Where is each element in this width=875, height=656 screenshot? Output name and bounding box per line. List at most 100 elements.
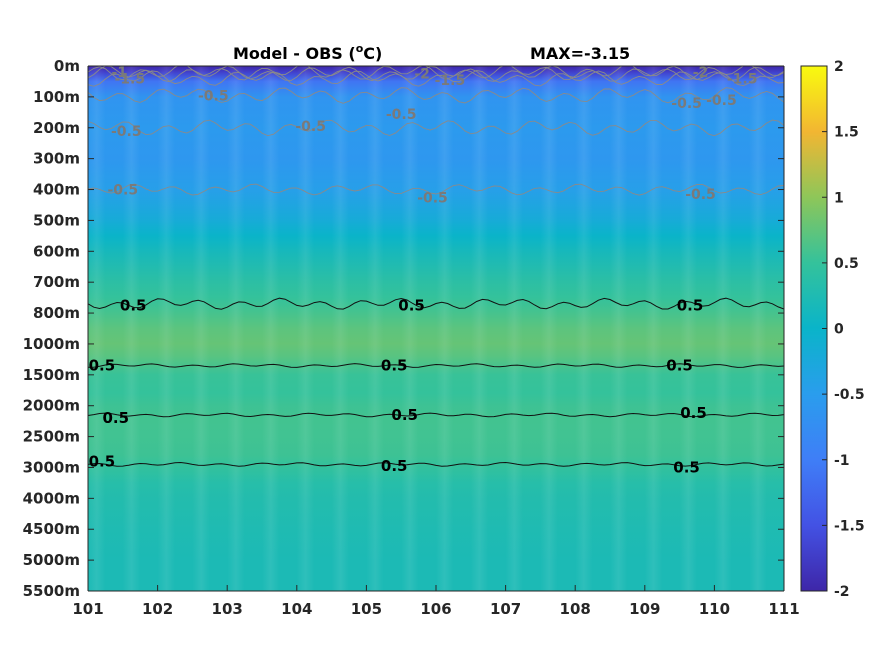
contour-label: 0.5: [103, 409, 130, 427]
x-tick-label: 101: [72, 600, 103, 618]
longitude-band: [575, 66, 593, 591]
contour-label: -2: [693, 65, 709, 81]
y-tick-label: 5000m: [23, 551, 80, 569]
contour-label: -0.5: [706, 93, 737, 109]
contour-label: 0.5: [677, 296, 704, 314]
contour-line: [88, 297, 784, 310]
y-tick-label: 400m: [33, 181, 80, 199]
contour-label: -0.5: [295, 119, 326, 135]
contour-label: -1: [112, 65, 128, 81]
y-tick-label: 200m: [33, 119, 80, 137]
y-tick-label: 2500m: [23, 428, 80, 446]
contour-label: 0.5: [666, 357, 693, 375]
x-tick-label: 106: [420, 600, 451, 618]
contour-line: [88, 461, 784, 467]
chart-title: Model - OBS (oC): [233, 42, 382, 63]
plot-area: [88, 66, 784, 591]
contour-label: -1.5: [435, 73, 466, 89]
contour-label: -0.5: [685, 187, 716, 203]
colorbar-tick-label: 1.5: [834, 125, 859, 141]
contour-label: -1.5: [114, 71, 145, 87]
y-tick-label: 4000m: [23, 489, 80, 507]
contour-label: 0.5: [381, 357, 408, 375]
colorbar-tick-label: -1: [834, 453, 850, 469]
y-tick-label: 600m: [33, 242, 80, 260]
contour-labels: 0.5 0.5 0.5 0.5 0.5 0.5 0.5 0.5 0.5 0.5 0.5 0.5 -0.5…: [89, 65, 758, 476]
longitude-band: [122, 66, 141, 591]
x-tick-label: 111: [768, 600, 799, 618]
contour-lines: [88, 66, 784, 467]
colorbar-ticks: 2 1.5 1 0.5 0 -0.5 -1 -1.5 -2: [822, 59, 865, 600]
longitude-band: [505, 66, 523, 591]
colorbar-tick-label: -1.5: [834, 518, 865, 534]
longitude-band: [227, 66, 245, 591]
y-tick-label: 4500m: [23, 520, 80, 538]
longitude-band: [644, 66, 663, 591]
y-tick-label: 300m: [33, 150, 80, 168]
longitude-band: [366, 66, 384, 591]
x-tick-label: 104: [281, 600, 312, 618]
contour-label: -2: [414, 67, 430, 83]
contour-line: [88, 412, 784, 418]
contour-line: [88, 119, 784, 137]
contour-line: [88, 363, 784, 368]
colorbar: 2 1.5 1 0.5 0 -0.5 -1 -1.5 -2: [800, 59, 865, 600]
colorbar-tick-label: -0.5: [834, 387, 865, 403]
contour-line: [88, 66, 784, 81]
contour-label: -0.5: [386, 107, 417, 123]
longitude-bands: [88, 66, 767, 591]
longitude-band: [331, 66, 349, 591]
y-tick-label: 5500m: [23, 582, 80, 600]
contour-label: 0.5: [391, 406, 418, 424]
y-tick-label: 800m: [33, 304, 80, 322]
contour-label: 0.5: [680, 404, 707, 422]
x-tick-label: 110: [699, 600, 730, 618]
contour-label: -0.5: [198, 88, 229, 104]
y-tick-label: 500m: [33, 211, 80, 229]
contour-label: 0.5: [381, 457, 408, 475]
longitude-band: [610, 66, 628, 591]
y-tick-label: 1000m: [23, 335, 80, 353]
y-tick-label: 2000m: [23, 397, 80, 415]
x-tick-label: 107: [490, 600, 521, 618]
longitude-band: [192, 66, 210, 591]
longitude-band: [262, 66, 280, 591]
colorbar-tick-label: 0.5: [834, 256, 859, 272]
contour-label: 0.5: [89, 452, 116, 470]
contour-label: -0.5: [111, 124, 142, 140]
y-tick-label: 1500m: [23, 366, 80, 384]
contour-label: -0.5: [417, 190, 448, 206]
x-axis: 101 102 103 104 105 106 107 108 109 110 111: [72, 65, 800, 618]
longitude-band: [679, 66, 697, 591]
x-tick-label: 102: [142, 600, 173, 618]
longitude-band: [540, 66, 558, 591]
max-label: MAX=-3.15: [530, 44, 630, 63]
longitude-band: [88, 66, 106, 591]
contour-label: 0.5: [120, 296, 147, 314]
contour-label: 0.5: [89, 357, 116, 375]
contour-line: [88, 70, 784, 87]
x-tick-label: 109: [629, 600, 660, 618]
longitude-band: [296, 66, 315, 591]
longitude-band: [436, 66, 454, 591]
colorbar-tick-label: 1: [834, 190, 844, 206]
longitude-band: [470, 66, 489, 591]
colorbar-tick-label: -2: [834, 584, 850, 600]
longitude-band: [714, 66, 732, 591]
contour-label: -0.5: [107, 183, 138, 199]
y-axis: 0m 100m 200m 300m 400m 500m 600m 700m 800m 1000m 1…: [23, 57, 784, 600]
contour-label: -0.5: [671, 96, 702, 112]
contour-label: -1.5: [727, 71, 758, 87]
x-tick-label: 103: [212, 600, 243, 618]
contour-line: [88, 183, 784, 196]
colorbar-tick-label: 0: [834, 322, 844, 338]
longitude-band: [157, 66, 175, 591]
contour-label: 0.5: [673, 459, 700, 477]
y-tick-label: 700m: [33, 273, 80, 291]
contour-label: 0.5: [398, 296, 425, 314]
x-tick-label: 108: [560, 600, 591, 618]
y-tick-label: 3000m: [23, 458, 80, 476]
contour-line: [88, 87, 784, 104]
x-tick-label: 105: [351, 600, 382, 618]
